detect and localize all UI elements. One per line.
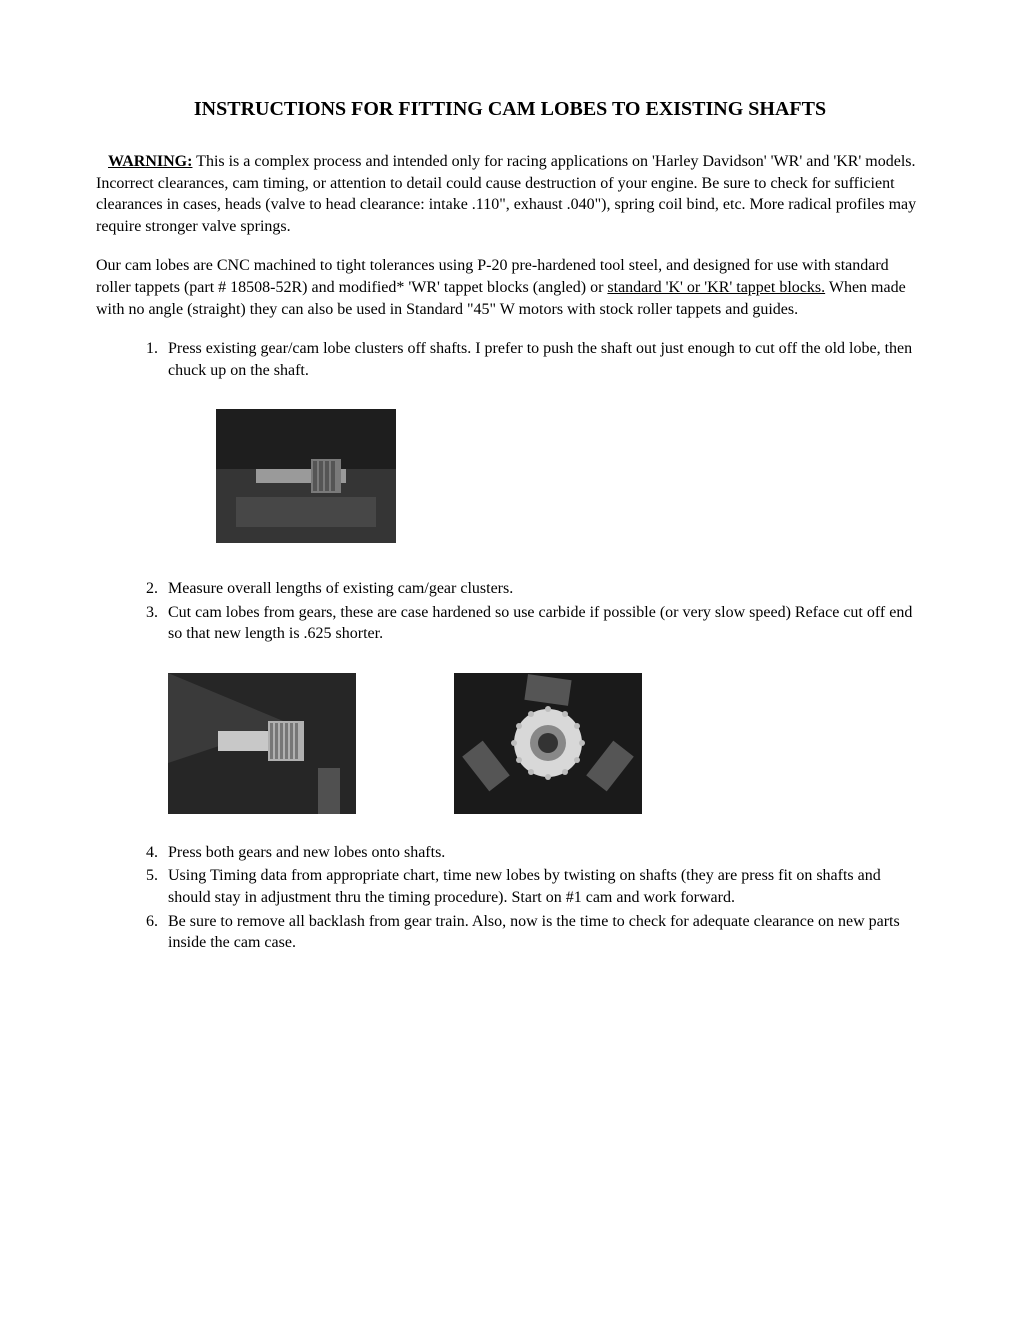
step-2: Measure overall lengths of existing cam/… [162, 578, 924, 600]
warning-indent [96, 153, 108, 170]
page-title: INSTRUCTIONS FOR FITTING CAM LOBES TO EX… [96, 96, 924, 123]
step-list-2: Measure overall lengths of existing cam/… [132, 578, 924, 645]
image-3 [454, 673, 642, 814]
step-1: Press existing gear/cam lobe clusters of… [162, 338, 924, 381]
image-row-2 [96, 673, 924, 814]
image-1-block [216, 409, 924, 550]
warning-text: This is a complex process and intended o… [96, 153, 916, 235]
image-1 [216, 409, 396, 543]
warning-paragraph: WARNING: This is a complex process and i… [96, 151, 924, 237]
image-2 [168, 673, 356, 814]
step-5: Using Timing data from appropriate chart… [162, 865, 924, 908]
step-4: Press both gears and new lobes onto shaf… [162, 842, 924, 864]
step-list: Press existing gear/cam lobe clusters of… [132, 338, 924, 381]
step-6: Be sure to remove all backlash from gear… [162, 911, 924, 954]
para2-underlined: standard 'K' or 'KR' tappet blocks. [607, 279, 825, 296]
step-3: Cut cam lobes from gears, these are case… [162, 602, 924, 645]
intro-paragraph: Our cam lobes are CNC machined to tight … [96, 255, 924, 320]
warning-label: WARNING: [108, 153, 192, 170]
step-list-3: Press both gears and new lobes onto shaf… [132, 842, 924, 954]
